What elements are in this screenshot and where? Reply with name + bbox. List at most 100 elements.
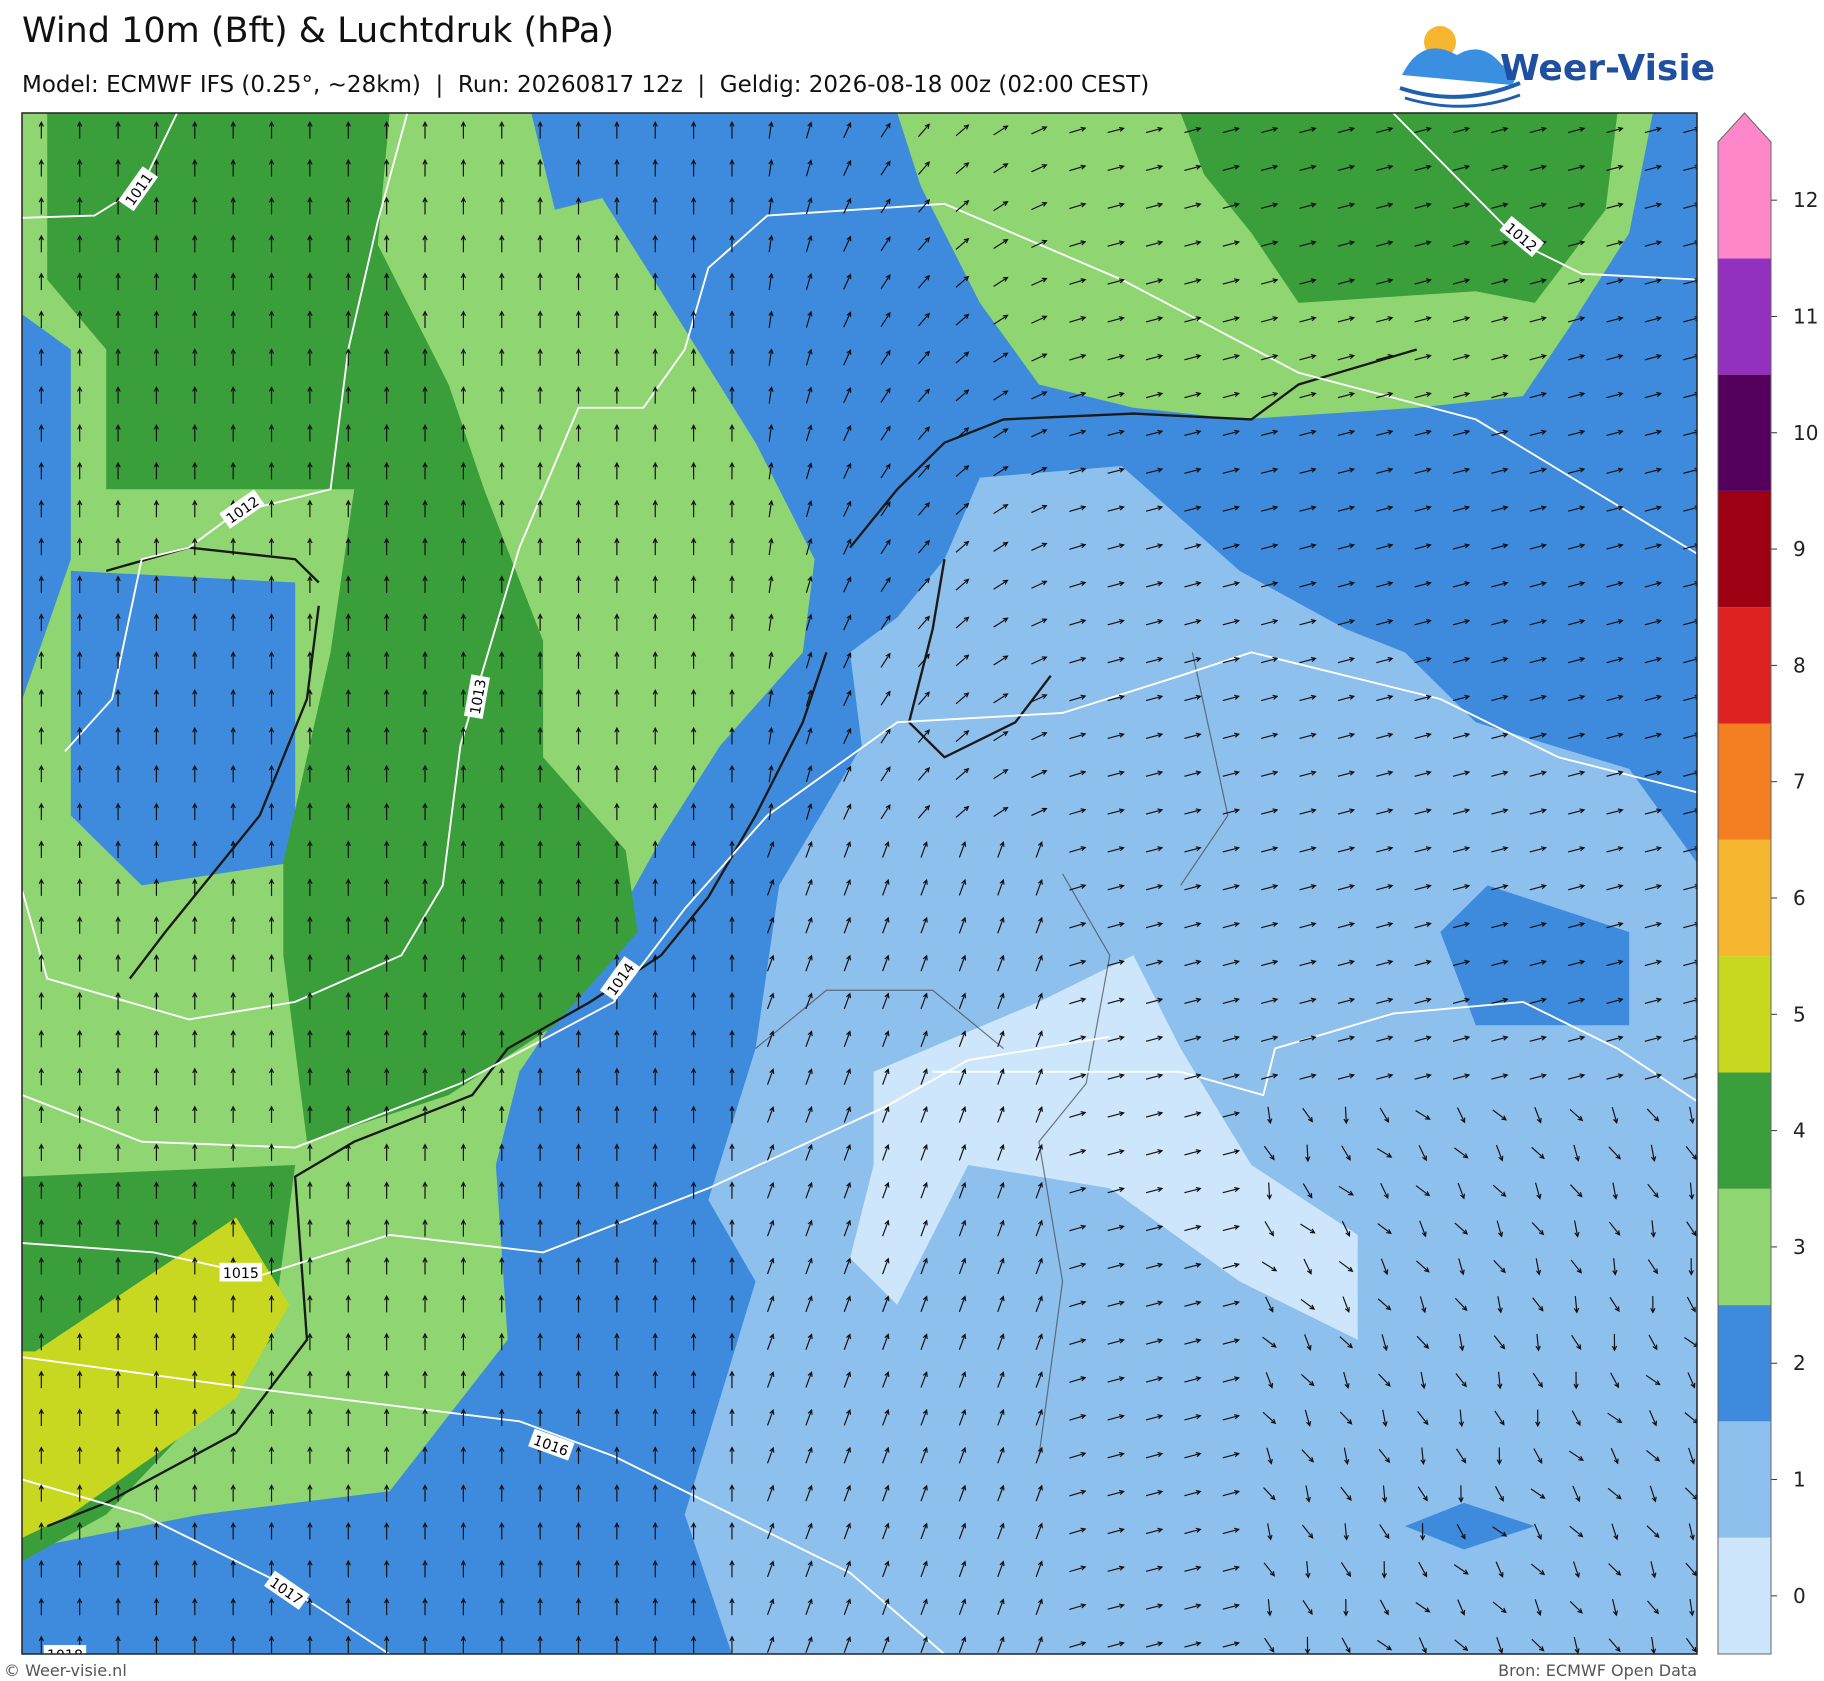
wind-arrow bbox=[575, 310, 582, 328]
wind-arrow bbox=[1376, 959, 1394, 967]
wind-arrow bbox=[499, 802, 505, 821]
wind-arrow bbox=[499, 196, 505, 215]
wind-arrow bbox=[1606, 846, 1624, 853]
wind-arrow bbox=[652, 1408, 658, 1426]
wind-arrow bbox=[1491, 619, 1509, 626]
wind-arrow bbox=[1261, 656, 1279, 664]
colorbar-tick-label: 10 bbox=[1793, 421, 1818, 445]
wind-arrow bbox=[383, 1521, 390, 1540]
wind-arrow bbox=[1452, 694, 1471, 702]
wind-arrow bbox=[1376, 1035, 1394, 1042]
wind-arrow bbox=[422, 764, 428, 783]
wind-arrow bbox=[383, 1408, 390, 1426]
wind-arrow bbox=[192, 1067, 198, 1086]
wind-arrow bbox=[1571, 1334, 1582, 1350]
wind-arrow bbox=[1420, 1447, 1426, 1466]
wind-arrow bbox=[307, 1446, 313, 1464]
wind-arrow bbox=[1683, 959, 1697, 967]
wind-arrow bbox=[1567, 732, 1586, 739]
wind-arrow bbox=[917, 539, 931, 554]
wind-arrow bbox=[920, 1030, 928, 1048]
wind-arrow bbox=[537, 1143, 543, 1161]
wind-arrow bbox=[230, 1597, 236, 1616]
wind-arrow bbox=[345, 196, 351, 215]
wind-arrow bbox=[1299, 808, 1317, 815]
wind-arrow bbox=[460, 651, 467, 669]
wind-arrow bbox=[77, 840, 83, 859]
wind-arrow bbox=[460, 764, 467, 783]
wind-arrow bbox=[153, 272, 160, 291]
wind-arrow bbox=[1264, 1637, 1275, 1653]
wind-arrow bbox=[1107, 581, 1125, 588]
wind-arrow bbox=[77, 575, 83, 593]
wind-arrow bbox=[460, 1219, 467, 1237]
wind-arrow bbox=[729, 158, 735, 177]
colorbar-band bbox=[1718, 1537, 1771, 1654]
wind-arrow bbox=[993, 238, 1009, 250]
wind-arrow bbox=[153, 348, 160, 366]
wind-arrow bbox=[77, 613, 83, 631]
colorbar-band bbox=[1718, 1188, 1771, 1306]
wind-arrow bbox=[766, 1598, 775, 1615]
wind-arrow bbox=[537, 1181, 543, 1199]
wind-arrow bbox=[575, 764, 582, 783]
wind-arrow bbox=[1261, 202, 1279, 209]
wind-arrow bbox=[1567, 808, 1586, 815]
wind-arrow bbox=[307, 764, 313, 783]
wind-arrow bbox=[1145, 354, 1164, 361]
wind-arrow bbox=[575, 1635, 582, 1654]
wind-arrow bbox=[499, 688, 505, 707]
wind-arrow bbox=[993, 163, 1009, 174]
wind-arrow bbox=[115, 688, 121, 707]
wind-arrow bbox=[383, 1597, 390, 1616]
wind-arrow bbox=[1261, 126, 1279, 134]
wind-arrow bbox=[920, 1408, 928, 1426]
wind-arrow bbox=[1376, 429, 1394, 437]
wind-arrow bbox=[1496, 1637, 1504, 1654]
wind-arrow bbox=[537, 840, 543, 859]
wind-arrow bbox=[1337, 467, 1356, 474]
wind-arrow bbox=[575, 196, 582, 215]
wind-arrow bbox=[1069, 1073, 1087, 1080]
wind-arrow bbox=[460, 158, 467, 177]
wind-arrow bbox=[77, 1408, 83, 1426]
wind-arrow bbox=[1376, 543, 1394, 550]
wind-arrow bbox=[307, 1370, 313, 1389]
wind-arrow bbox=[345, 1143, 351, 1161]
wind-arrow bbox=[766, 1408, 775, 1426]
wind-arrow bbox=[307, 1559, 313, 1578]
isobar-label: 1018 bbox=[43, 1644, 87, 1655]
wind-arrow bbox=[1261, 164, 1279, 172]
wind-arrow bbox=[1535, 1333, 1541, 1352]
wind-arrow bbox=[537, 613, 543, 631]
wind-arrow bbox=[1491, 202, 1509, 209]
wind-arrow bbox=[77, 1332, 83, 1351]
wind-arrow bbox=[880, 501, 891, 517]
wind-arrow bbox=[460, 121, 467, 139]
wind-arrow bbox=[307, 499, 313, 518]
wind-arrow bbox=[1414, 354, 1432, 361]
wind-arrow bbox=[1222, 1376, 1241, 1383]
wind-arrow bbox=[307, 234, 313, 253]
wind-arrow bbox=[499, 840, 505, 859]
wind-arrow bbox=[1683, 656, 1697, 664]
wind-arrow bbox=[766, 1219, 775, 1237]
wind-arrow bbox=[1495, 1144, 1504, 1162]
wind-arrow bbox=[917, 312, 931, 327]
wind-arrow bbox=[307, 802, 313, 821]
wind-arrow bbox=[422, 1332, 428, 1351]
wind-arrow bbox=[1683, 278, 1697, 285]
wind-arrow bbox=[1261, 921, 1279, 929]
wind-arrow bbox=[690, 1029, 697, 1048]
wind-arrow bbox=[537, 1597, 543, 1616]
wind-arrow bbox=[843, 1143, 852, 1161]
wind-arrow bbox=[230, 764, 236, 783]
wind-arrow bbox=[1606, 202, 1624, 209]
wind-arrow bbox=[1035, 1522, 1043, 1540]
wind-arrow bbox=[1069, 846, 1087, 853]
wind-arrow bbox=[575, 613, 582, 631]
wind-arrow bbox=[192, 499, 198, 518]
wind-arrow bbox=[882, 1371, 890, 1388]
wind-arrow bbox=[1491, 429, 1509, 437]
wind-arrow bbox=[1606, 429, 1624, 437]
